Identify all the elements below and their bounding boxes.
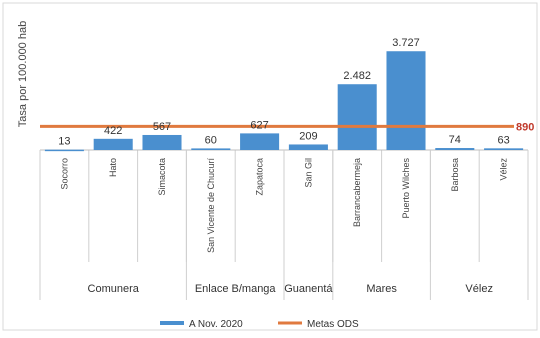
group-labels: Comunera Enlace B/manga Guanentá Mares Vélez bbox=[88, 283, 493, 295]
legend-label-line: Metas ODS bbox=[307, 319, 359, 330]
category-label: Vélez bbox=[499, 158, 509, 181]
category-labels: Socorro Hato Simacota San Vicente de Chucur… bbox=[59, 158, 508, 253]
group-dividers bbox=[39, 150, 529, 300]
category-label: Barrancabermeja bbox=[352, 158, 362, 227]
category-label: Hato bbox=[108, 158, 118, 177]
bar-value-label: 2.482 bbox=[343, 70, 371, 82]
bar bbox=[484, 148, 524, 150]
bar-value-label: 209 bbox=[299, 130, 317, 142]
group-label: Mares bbox=[366, 283, 397, 295]
bar bbox=[435, 148, 475, 150]
legend: A Nov. 2020 Metas ODS bbox=[160, 319, 359, 330]
bar-value-label: 3.727 bbox=[392, 37, 420, 49]
bar bbox=[44, 149, 84, 152]
bars bbox=[44, 51, 524, 152]
group-label: Vélez bbox=[465, 283, 493, 295]
bar bbox=[142, 134, 182, 150]
category-label: Simacota bbox=[157, 158, 167, 196]
category-label: San Gil bbox=[303, 158, 313, 188]
bar bbox=[240, 133, 280, 150]
bar-value-label: 13 bbox=[58, 136, 70, 148]
group-label: Enlace B/manga bbox=[195, 283, 277, 295]
category-label: San Vicente de Chucurí bbox=[206, 158, 216, 253]
category-label: Puerto Wilches bbox=[401, 158, 411, 219]
bar-value-label: 63 bbox=[497, 134, 509, 146]
chart-border bbox=[2, 2, 538, 331]
bar-value-label: 627 bbox=[250, 119, 268, 131]
category-label: Socorro bbox=[59, 158, 69, 190]
bar-value-label: 422 bbox=[104, 125, 122, 137]
group-label: Guanentá bbox=[284, 283, 333, 295]
bar bbox=[288, 144, 328, 150]
y-axis-title: Tasa por 100.000 hab bbox=[17, 21, 29, 127]
category-label: Barbosa bbox=[450, 158, 460, 192]
target-line-layer: 890 bbox=[40, 121, 534, 133]
bar-value-label: 60 bbox=[205, 134, 217, 146]
bar bbox=[337, 84, 377, 150]
value-labels: 13 422 567 60 627 209 2.482 3.727 74 63 bbox=[58, 37, 509, 147]
bar bbox=[93, 138, 133, 150]
legend-label-bar: A Nov. 2020 bbox=[189, 319, 243, 330]
bar bbox=[386, 51, 426, 151]
group-label: Comunera bbox=[88, 283, 140, 295]
bar bbox=[191, 148, 231, 150]
target-value-label: 890 bbox=[516, 121, 534, 133]
category-label: Zapatoca bbox=[255, 158, 265, 196]
bar-value-label: 74 bbox=[449, 134, 461, 146]
bar-value-label: 567 bbox=[153, 121, 171, 133]
